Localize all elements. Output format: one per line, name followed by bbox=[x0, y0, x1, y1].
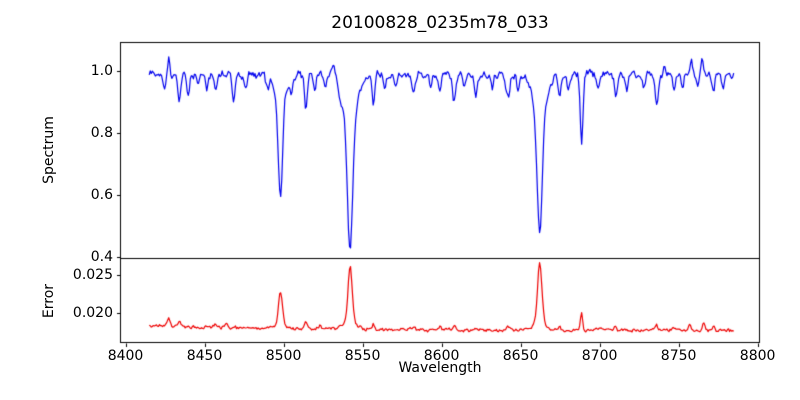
y-tick-label: 1.0 bbox=[90, 63, 113, 80]
y-tick-label: 0.8 bbox=[90, 125, 113, 142]
x-tick-label: 8800 bbox=[739, 348, 776, 364]
x-tick-label: 8750 bbox=[660, 348, 697, 364]
x-tick-label: 8500 bbox=[265, 348, 302, 364]
y-axis-label-spectrum: Spectrum bbox=[41, 116, 57, 184]
x-tick-label: 8450 bbox=[186, 348, 223, 364]
x-axis-label: Wavelength bbox=[398, 360, 482, 376]
x-tick-label: 8650 bbox=[502, 348, 539, 364]
y-tick-label: 0.6 bbox=[90, 187, 113, 204]
x-tick-label: 8700 bbox=[581, 348, 618, 364]
y-tick-label: 0.4 bbox=[90, 249, 113, 266]
y-tick-label: 0.025 bbox=[72, 266, 113, 283]
x-tick-label: 8600 bbox=[423, 348, 460, 364]
page-title: 20100828_0235m78_033 bbox=[331, 13, 549, 33]
y-axis-label-error: Error bbox=[41, 283, 57, 318]
x-tick-label: 8550 bbox=[344, 348, 381, 364]
x-tick-label: 8400 bbox=[107, 348, 144, 364]
y-tick-label: 0.020 bbox=[72, 305, 113, 322]
